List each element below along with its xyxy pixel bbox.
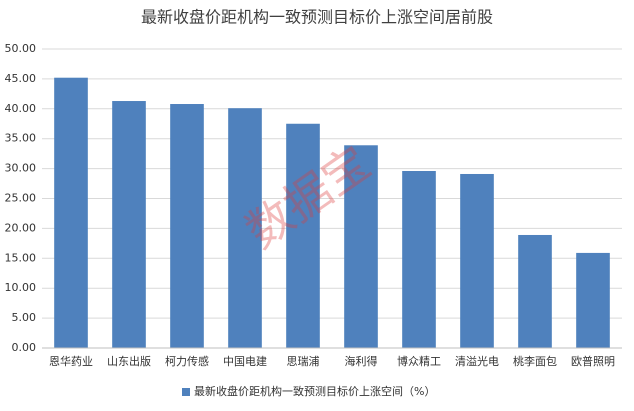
x-tick-label: 柯力传感 (165, 355, 209, 368)
bar (228, 108, 262, 349)
chart-title: 最新收盘价距机构一致预测目标价上涨空间居前股 (141, 8, 493, 27)
bar (576, 252, 610, 348)
y-tick-label: 10.00 (5, 281, 37, 294)
legend-label: 最新收盘价距机构一致预测目标价上涨空间（%） (194, 384, 435, 398)
bar (286, 123, 320, 348)
x-tick-label: 欧普照明 (571, 354, 615, 368)
bar (344, 145, 378, 348)
x-tick-label: 清溢光电 (455, 354, 499, 368)
y-tick-label: 20.00 (5, 221, 37, 234)
y-tick-label: 25.00 (5, 192, 37, 205)
x-tick-label: 海利得 (345, 354, 378, 368)
y-tick-label: 15.00 (5, 251, 37, 264)
x-tick-label: 思瑞浦 (287, 354, 320, 368)
x-tick-label: 桃李面包 (513, 354, 557, 368)
y-tick-label: 0.00 (12, 341, 37, 354)
bar (170, 104, 204, 349)
bar (518, 234, 552, 348)
y-tick-label: 45.00 (5, 72, 37, 85)
y-tick-label: 35.00 (5, 132, 37, 145)
x-tick-label: 山东出版 (107, 354, 151, 368)
y-tick-label: 5.00 (12, 311, 37, 324)
legend-swatch (182, 388, 190, 396)
x-tick-label: 恩华药业 (49, 354, 93, 368)
x-tick-label: 博众精工 (397, 355, 441, 368)
y-tick-label: 40.00 (5, 102, 37, 115)
bar (460, 173, 494, 348)
bar (54, 77, 88, 348)
x-tick-label: 中国电建 (223, 354, 267, 368)
y-tick-label: 30.00 (5, 162, 37, 175)
y-tick-label: 50.00 (5, 42, 37, 55)
bar (402, 170, 436, 348)
bar (112, 101, 146, 348)
